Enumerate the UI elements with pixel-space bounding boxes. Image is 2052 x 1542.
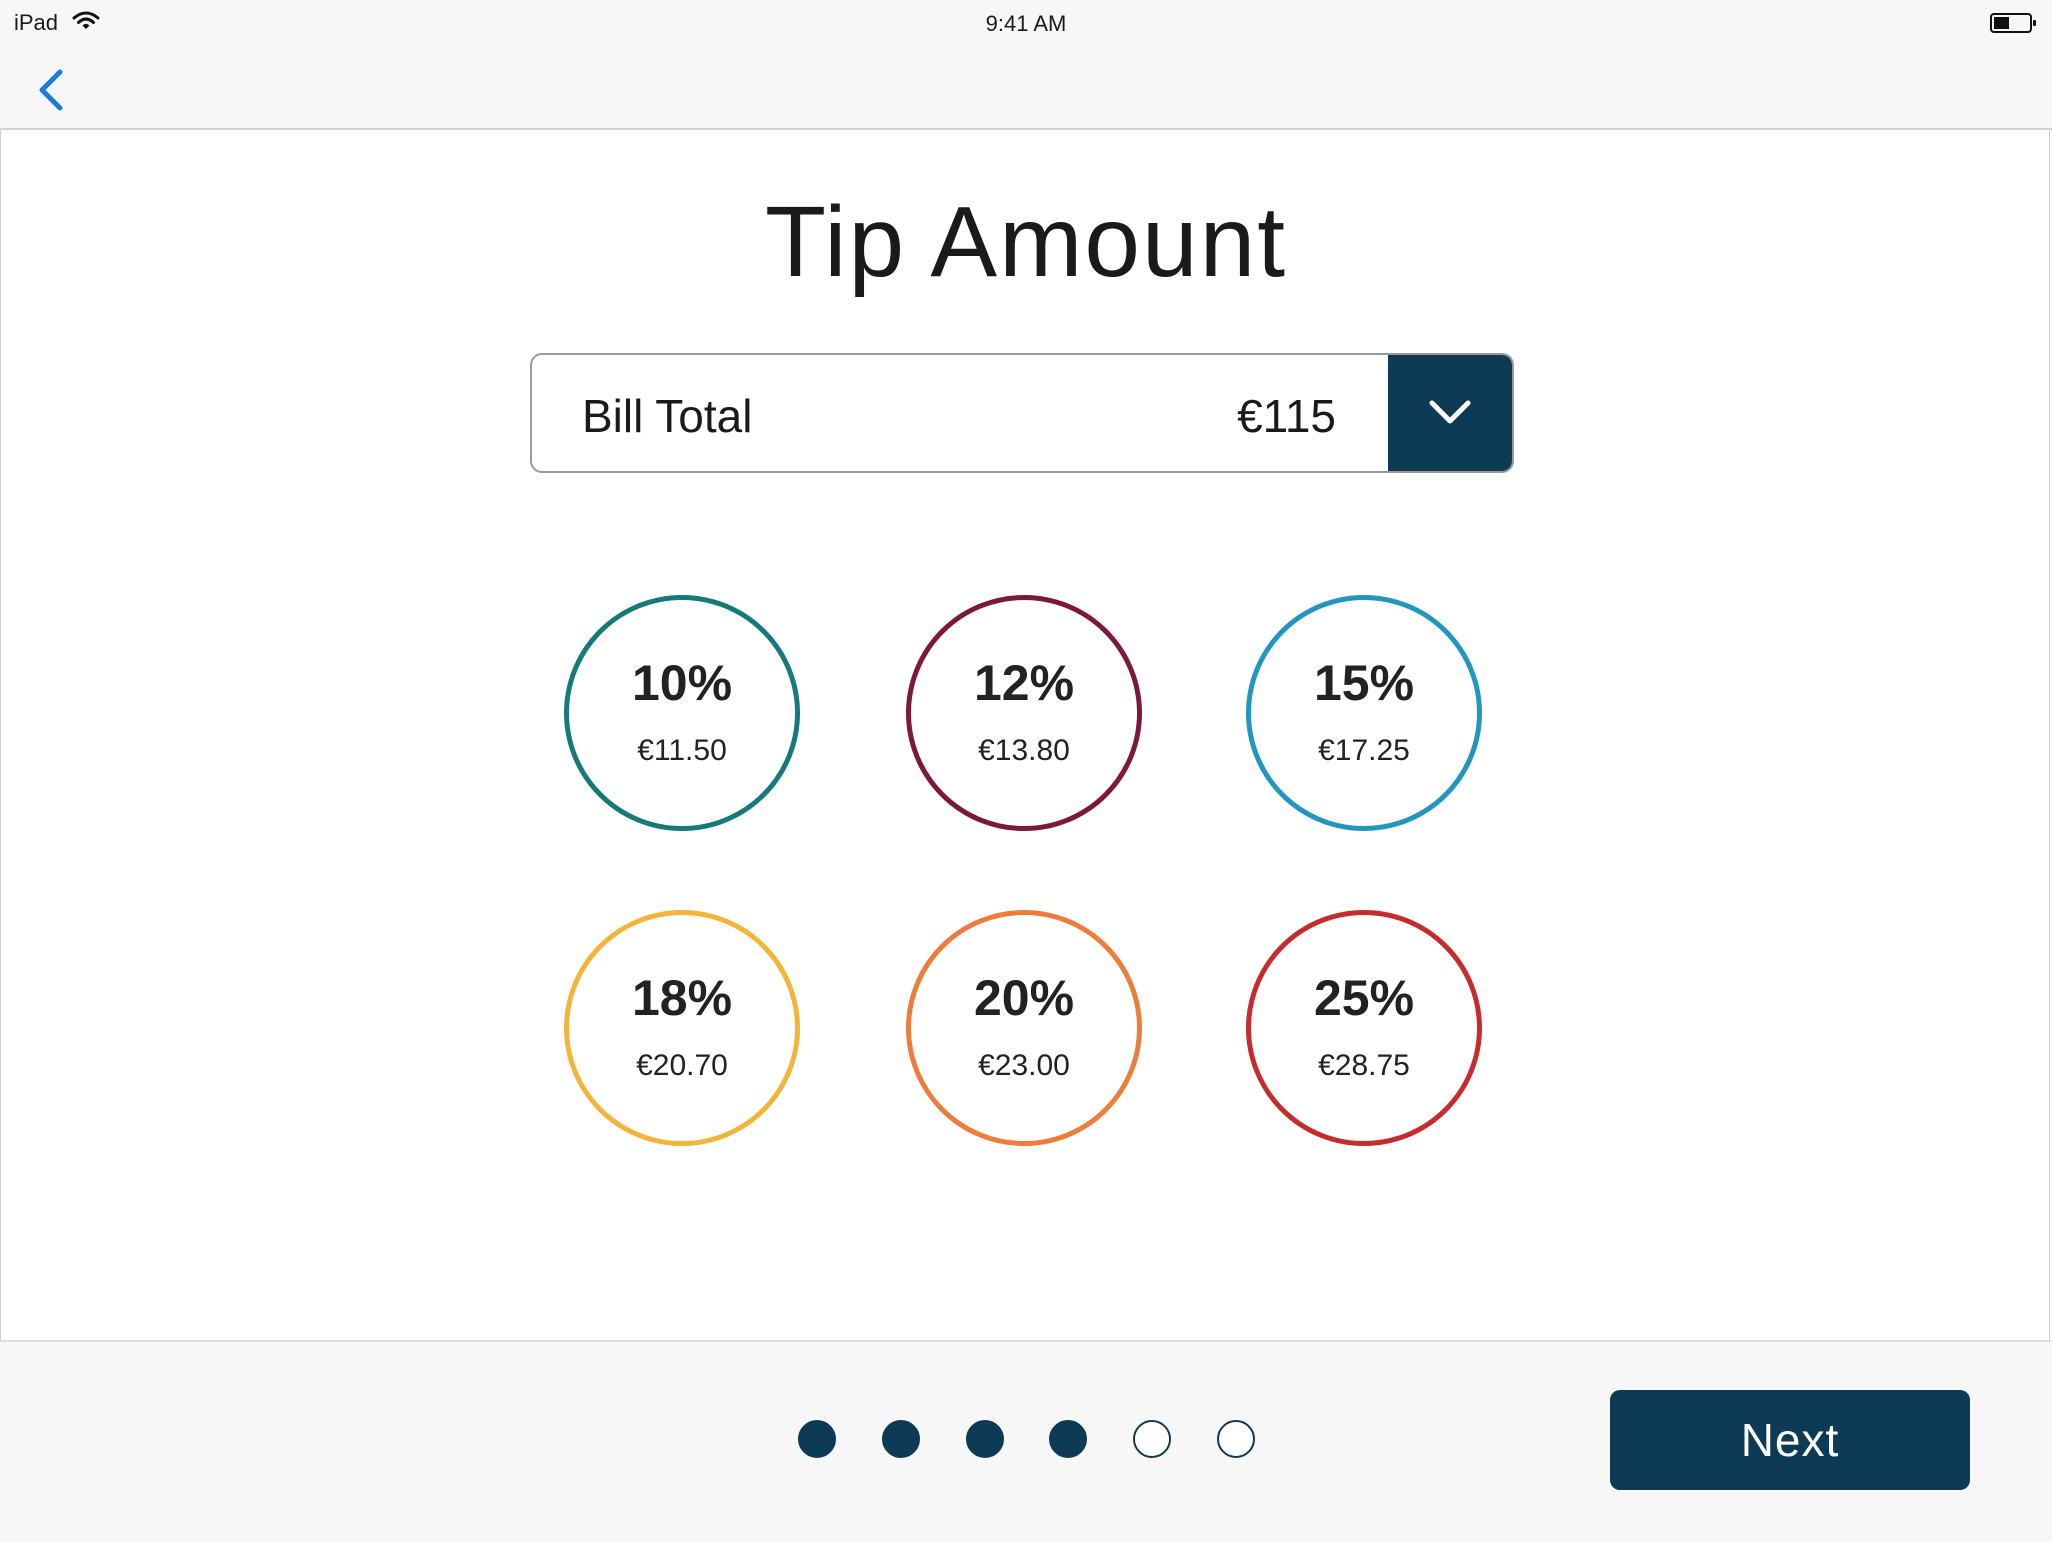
tip-percent: 10% [631,655,733,711]
next-button[interactable]: Next [1610,1390,1970,1490]
tip-amount: €13.80 [978,734,1070,767]
page-indicator-dot-5 [1133,1420,1171,1458]
tip-option-18[interactable]: 18% €20.70 [564,910,800,1146]
battery-icon [1990,13,2036,33]
page-indicator-dot-4 [1049,1420,1087,1458]
tip-option-10[interactable]: 10% €11.50 [564,595,800,831]
wifi-icon [72,11,100,29]
tip-amount: €28.75 [1318,1049,1410,1082]
navigation-bar [0,48,2052,130]
chevron-left-icon [39,69,63,111]
tip-percent: 25% [1313,970,1415,1026]
tip-percent: 20% [973,970,1075,1026]
tip-option-25[interactable]: 25% €28.75 [1246,910,1482,1146]
page-title: Tip Amount [764,186,1288,298]
tip-amount: €23.00 [978,1049,1070,1082]
tip-amount: €11.50 [637,734,727,767]
status-time: 9:41 AM [985,11,1067,36]
page-indicator-dot-6 [1217,1420,1255,1458]
tip-percent: 12% [973,655,1075,711]
footer-bar: Next [0,1340,2052,1542]
bill-dropdown-button[interactable] [1388,355,1512,471]
page-indicator-dot-2 [882,1420,920,1458]
tip-option-12[interactable]: 12% €13.80 [906,595,1142,831]
back-button[interactable] [30,64,74,116]
tip-percent: 18% [631,970,733,1026]
device-name: iPad [14,10,59,35]
chevron-down-icon [1429,400,1471,424]
tip-amount: €20.70 [636,1049,728,1082]
bill-total-label: Bill Total [582,390,753,442]
tip-percent: 15% [1313,655,1415,711]
bill-total-selector[interactable]: Bill Total €115 [530,353,1514,473]
status-bar: iPad 9:41 AM [0,0,2052,48]
page-indicator-dot-3 [966,1420,1004,1458]
page-indicator-dot-1 [798,1420,836,1458]
tip-option-20[interactable]: 20% €23.00 [906,910,1142,1146]
tip-amount: €17.25 [1318,734,1410,767]
tip-option-15[interactable]: 15% €17.25 [1246,595,1482,831]
bill-total-value: €115 [1237,390,1336,442]
